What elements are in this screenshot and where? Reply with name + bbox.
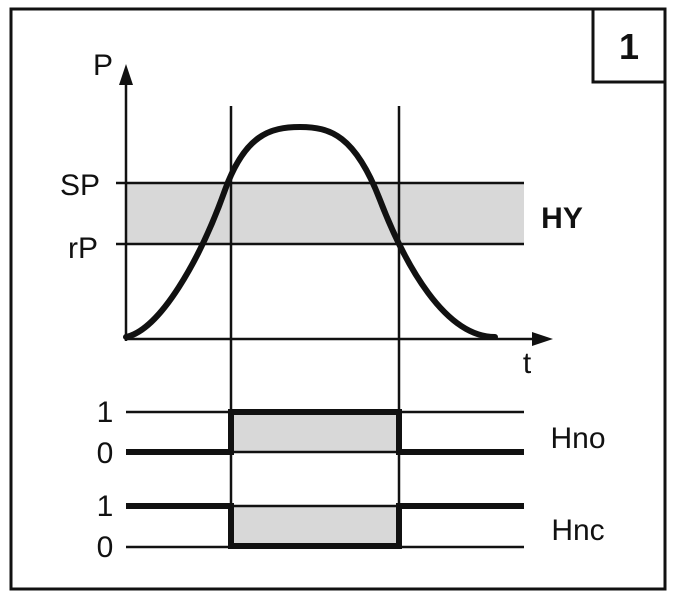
setpoint-label: SP bbox=[60, 169, 100, 202]
hnc-high-label: 1 bbox=[97, 490, 114, 523]
hno-low-label: 0 bbox=[97, 437, 114, 470]
diagram-frame bbox=[9, 7, 667, 591]
hysteresis-band bbox=[126, 183, 524, 244]
x-axis-arrow bbox=[532, 332, 553, 346]
figure-number-box bbox=[591, 7, 667, 84]
hno-signal bbox=[126, 409, 524, 455]
hnc-active-fill bbox=[231, 506, 399, 548]
output-hnc: 1 0 Hnc bbox=[97, 490, 605, 564]
pressure-curve bbox=[123, 123, 498, 340]
resetpoint-label: rP bbox=[68, 232, 98, 265]
hnc-signal bbox=[126, 503, 524, 549]
output-hno: 1 0 Hno bbox=[97, 396, 606, 470]
y-axis-arrow bbox=[119, 64, 133, 85]
hno-name: Hno bbox=[550, 422, 605, 455]
hno-high-label: 1 bbox=[97, 396, 114, 429]
hno-active-fill bbox=[231, 412, 399, 452]
hnc-name: Hnc bbox=[551, 514, 604, 547]
x-axis-label: t bbox=[523, 347, 532, 380]
figure-number: 1 bbox=[619, 26, 639, 67]
y-axis-label: P bbox=[93, 49, 113, 82]
hysteresis-label: HY bbox=[541, 202, 583, 235]
hnc-low-label: 0 bbox=[97, 531, 114, 564]
